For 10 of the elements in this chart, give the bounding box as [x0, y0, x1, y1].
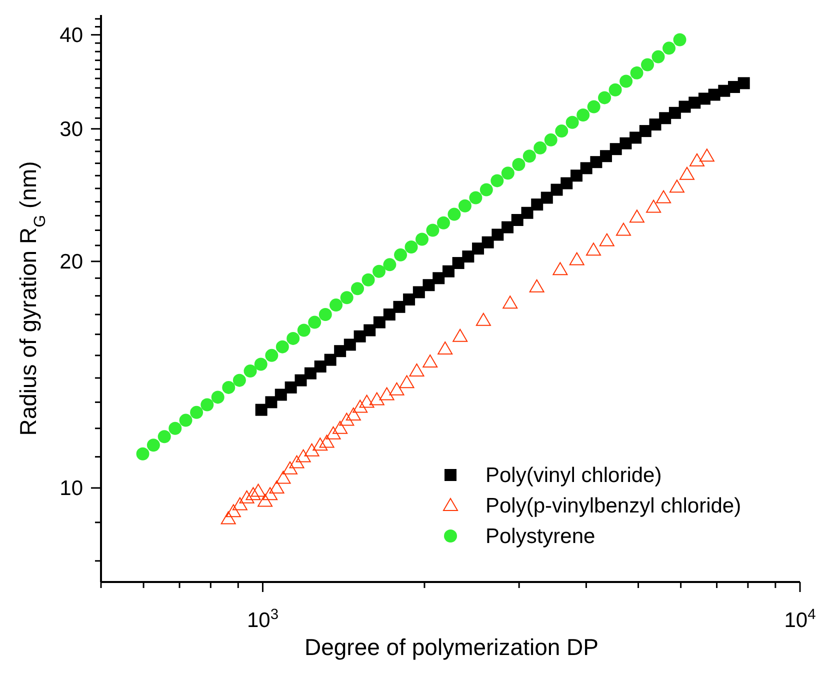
legend-label: Poly(p-vinylbenzyl chloride)	[486, 494, 742, 518]
x-tick-label: 10$^{3}$	[246, 607, 278, 632]
y-tick-label: 30	[60, 118, 83, 141]
x-tick-label: 10$^{4}$	[784, 607, 816, 632]
x-axis-title: Degree of polymerization DP	[304, 634, 599, 660]
y-tick-label: 40	[60, 24, 83, 47]
legend-label: Polystyrene	[486, 525, 596, 548]
y-tick-label: 20	[60, 250, 83, 274]
legend-label: Poly(vinyl chloride)	[486, 464, 662, 487]
y-tick-label: 10	[60, 476, 83, 500]
